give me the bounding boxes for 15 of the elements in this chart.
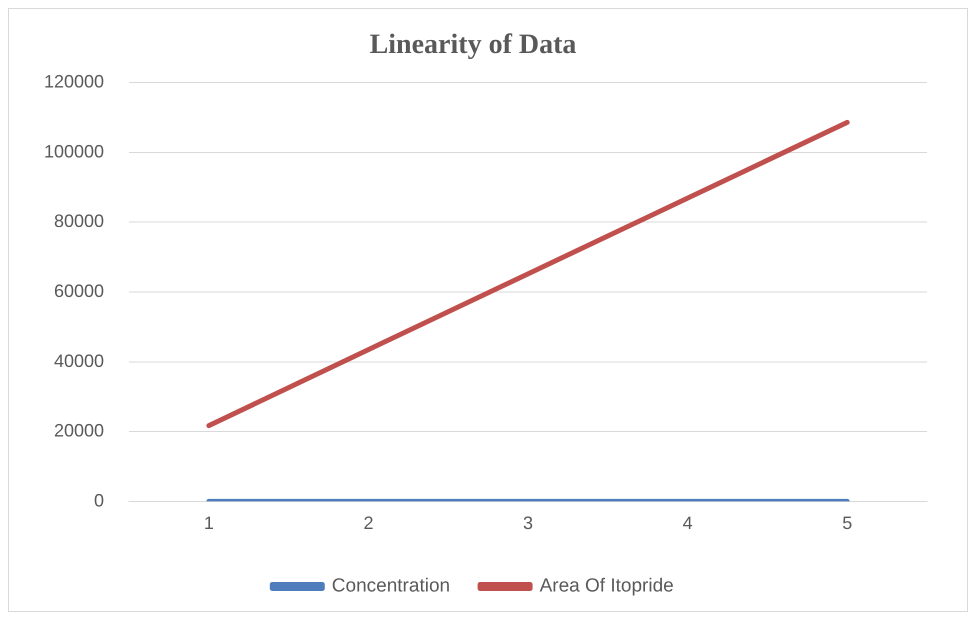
x-tick-label: 4	[682, 513, 693, 534]
legend-label: Concentration	[332, 576, 450, 597]
y-tick-label: 40000	[54, 350, 104, 371]
y-tick-label: 20000	[54, 420, 104, 441]
x-tick-label: 3	[523, 513, 534, 534]
y-tick-label: 80000	[54, 211, 104, 232]
y-tick-label: 120000	[44, 72, 104, 92]
y-tick-label: 0	[94, 490, 104, 510]
x-tick-label: 5	[842, 513, 852, 534]
x-tick-label: 2	[363, 513, 374, 534]
legend-label: Area Of Itopride	[540, 576, 674, 597]
x-tick-label: 1	[204, 513, 214, 534]
chart-title: Linearity of Data	[370, 29, 576, 60]
y-tick-label: 60000	[54, 280, 104, 301]
y-tick-label: 100000	[44, 141, 104, 162]
